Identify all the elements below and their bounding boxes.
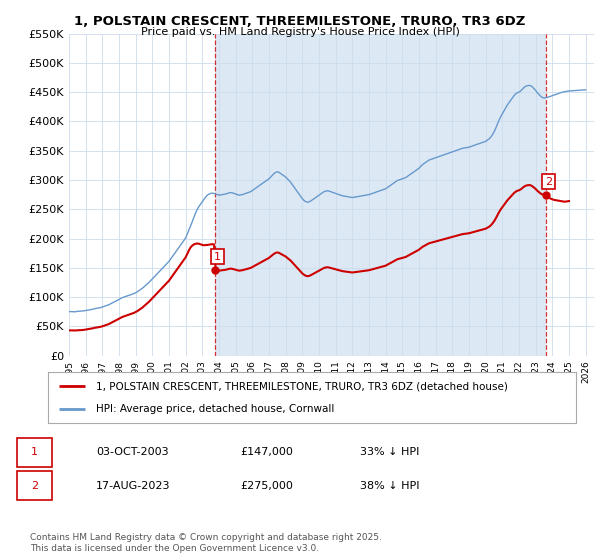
Text: 33% ↓ HPI: 33% ↓ HPI <box>360 447 419 458</box>
FancyBboxPatch shape <box>17 438 52 466</box>
Text: 1, POLSTAIN CRESCENT, THREEMILESTONE, TRURO, TR3 6DZ: 1, POLSTAIN CRESCENT, THREEMILESTONE, TR… <box>74 15 526 28</box>
Text: 1: 1 <box>31 447 38 458</box>
Text: Price paid vs. HM Land Registry's House Price Index (HPI): Price paid vs. HM Land Registry's House … <box>140 27 460 37</box>
Text: Contains HM Land Registry data © Crown copyright and database right 2025.
This d: Contains HM Land Registry data © Crown c… <box>30 533 382 553</box>
Text: 2: 2 <box>31 480 38 491</box>
Text: £147,000: £147,000 <box>240 447 293 458</box>
Text: £275,000: £275,000 <box>240 480 293 491</box>
Text: 17-AUG-2023: 17-AUG-2023 <box>96 480 170 491</box>
FancyBboxPatch shape <box>17 472 52 500</box>
Text: HPI: Average price, detached house, Cornwall: HPI: Average price, detached house, Corn… <box>95 404 334 414</box>
Text: 1: 1 <box>214 251 221 262</box>
Text: 38% ↓ HPI: 38% ↓ HPI <box>360 480 419 491</box>
Text: 03-OCT-2003: 03-OCT-2003 <box>96 447 169 458</box>
Bar <box>215 34 546 356</box>
Text: 2: 2 <box>545 177 552 186</box>
Text: 1, POLSTAIN CRESCENT, THREEMILESTONE, TRURO, TR3 6DZ (detached house): 1, POLSTAIN CRESCENT, THREEMILESTONE, TR… <box>95 381 508 391</box>
